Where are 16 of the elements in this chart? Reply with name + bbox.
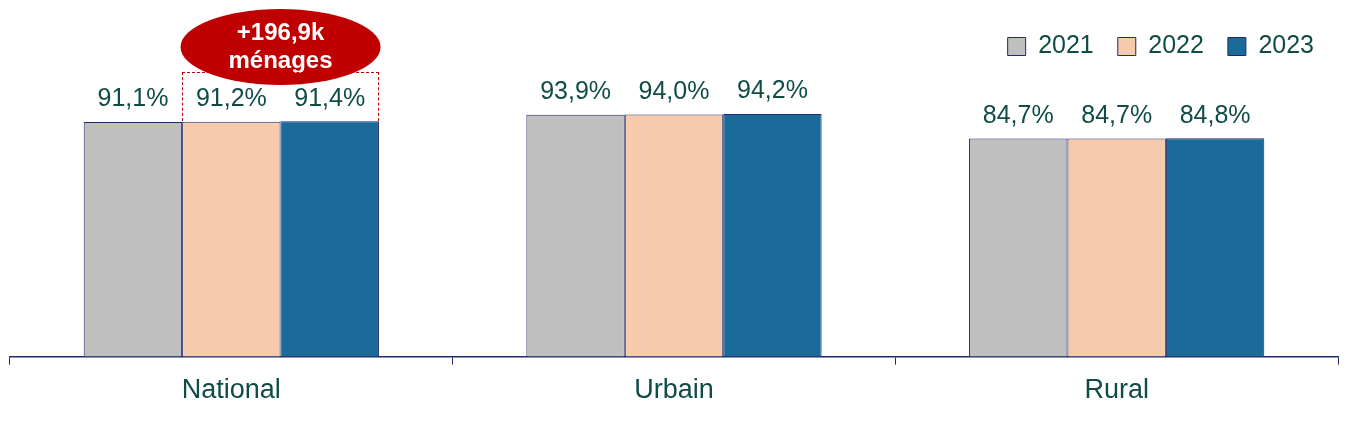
- x-tick-label: Rural: [1084, 374, 1149, 405]
- data-label: 91,4%: [294, 82, 366, 111]
- x-tick-label: National: [181, 374, 281, 405]
- x-tick-label: Urbain: [634, 374, 714, 405]
- data-label: 91,2%: [195, 83, 267, 112]
- data-label: 91,1%: [97, 83, 169, 112]
- data-label: 94,2%: [736, 75, 808, 104]
- data-label: 84,8%: [1179, 99, 1251, 128]
- data-label: 84,7%: [982, 99, 1054, 128]
- legend-label: 2021: [1038, 30, 1094, 59]
- text: +196,9k ménages: [228, 17, 333, 73]
- data-label: 84,7%: [1081, 99, 1153, 128]
- data-label: 93,9%: [540, 76, 612, 105]
- legend-label: 2022: [1148, 30, 1204, 59]
- data-label: 94,0%: [638, 75, 710, 104]
- legend-label: 2023: [1258, 30, 1315, 59]
